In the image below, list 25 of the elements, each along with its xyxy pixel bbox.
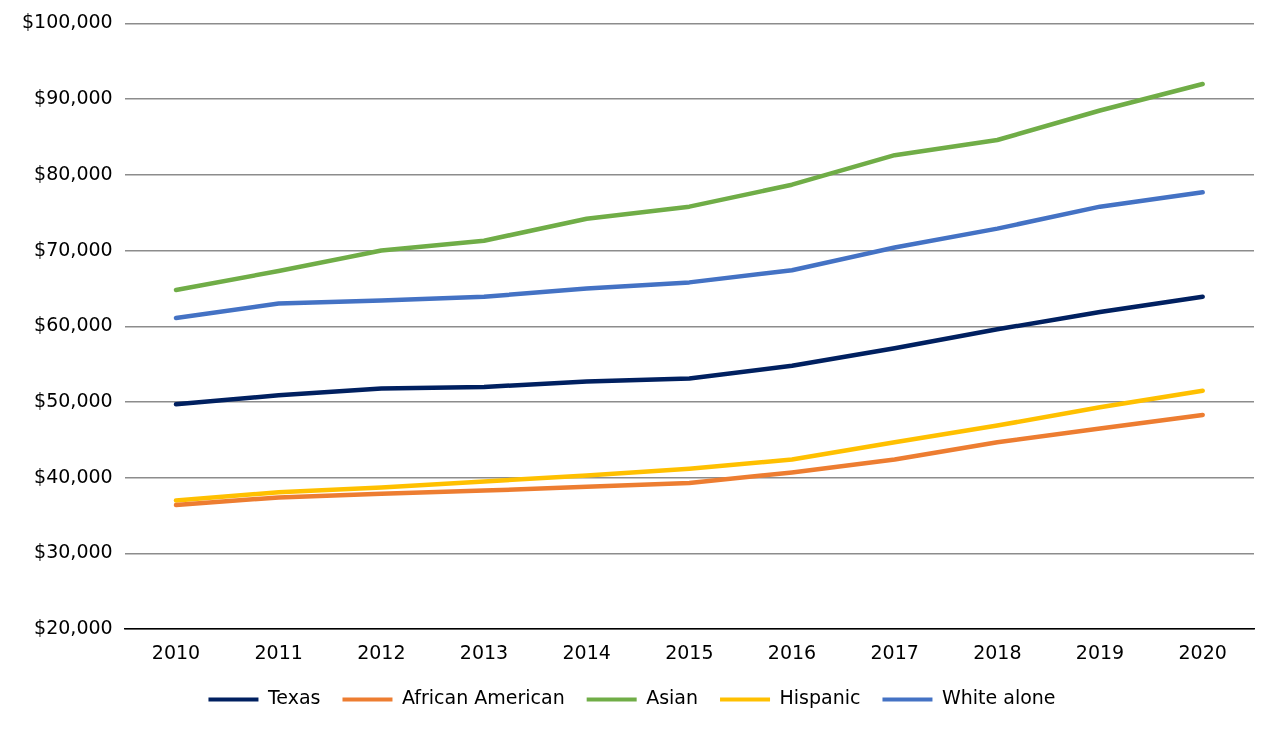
x-tick-label: 2017 (870, 640, 919, 663)
x-tick-label: 2010 (151, 640, 201, 663)
x-tick-label: 2016 (767, 640, 817, 663)
x-tick-label: 2018 (973, 640, 1022, 663)
x-tick-label: 2011 (254, 640, 303, 663)
y-tick-label: $60,000 (34, 313, 113, 336)
x-tick-label: 2019 (1075, 640, 1125, 663)
x-tick-label: 2013 (459, 640, 509, 663)
x-tick-label: 2015 (665, 640, 714, 663)
y-tick-label: $100,000 (21, 10, 113, 33)
legend-label: White alone (941, 686, 1056, 709)
y-tick-label: $30,000 (34, 540, 113, 563)
legend-label: African American (401, 686, 565, 709)
x-tick-label: 2014 (562, 640, 611, 663)
y-tick-label: $40,000 (34, 464, 113, 487)
y-tick-label: $50,000 (34, 388, 113, 411)
x-tick-label: 2020 (1178, 640, 1227, 663)
y-tick-label: $80,000 (34, 161, 113, 184)
y-tick-label: $20,000 (34, 616, 113, 639)
legend-label: Texas (266, 686, 321, 709)
x-tick-label: 2012 (357, 640, 406, 663)
y-tick-label: $90,000 (34, 86, 113, 109)
y-tick-label: $70,000 (34, 237, 113, 260)
legend-label: Asian (646, 686, 699, 709)
legend-label: Hispanic (779, 686, 861, 709)
